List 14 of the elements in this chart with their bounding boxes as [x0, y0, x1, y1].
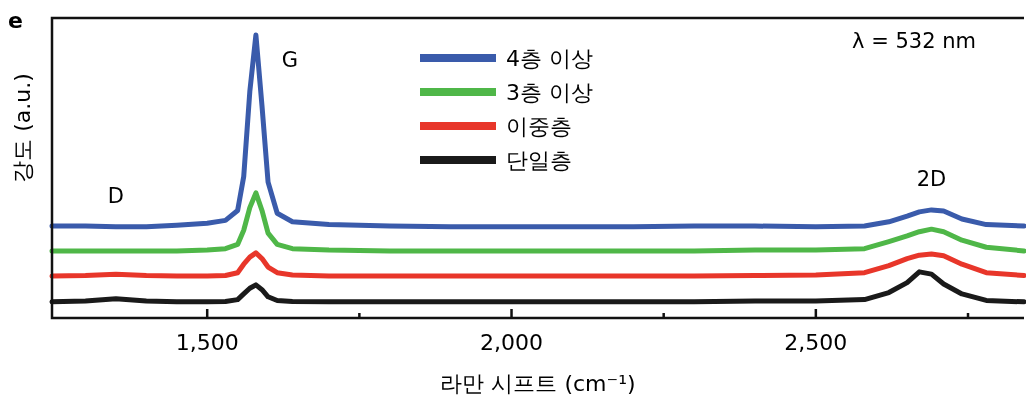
annotation: G: [281, 47, 299, 72]
legend-label: 이중층: [506, 114, 572, 139]
legend-label: 단일층: [506, 148, 572, 173]
x-axis-title: 라만 시프트 (cm⁻¹): [440, 371, 636, 396]
y-axis-title: 강도 (a.u.): [10, 73, 35, 183]
annotation: λ = 532 nm: [852, 29, 976, 53]
annotation: 2D: [916, 166, 947, 191]
chart-title: e: [8, 8, 23, 33]
legend-label: 4층 이상: [506, 46, 593, 71]
x-tick-label: 2,500: [784, 330, 848, 355]
annotation: D: [107, 183, 124, 208]
x-tick-label: 1,500: [175, 330, 239, 355]
legend-label: 3층 이상: [506, 80, 593, 105]
x-tick-label: 2,000: [480, 330, 544, 355]
